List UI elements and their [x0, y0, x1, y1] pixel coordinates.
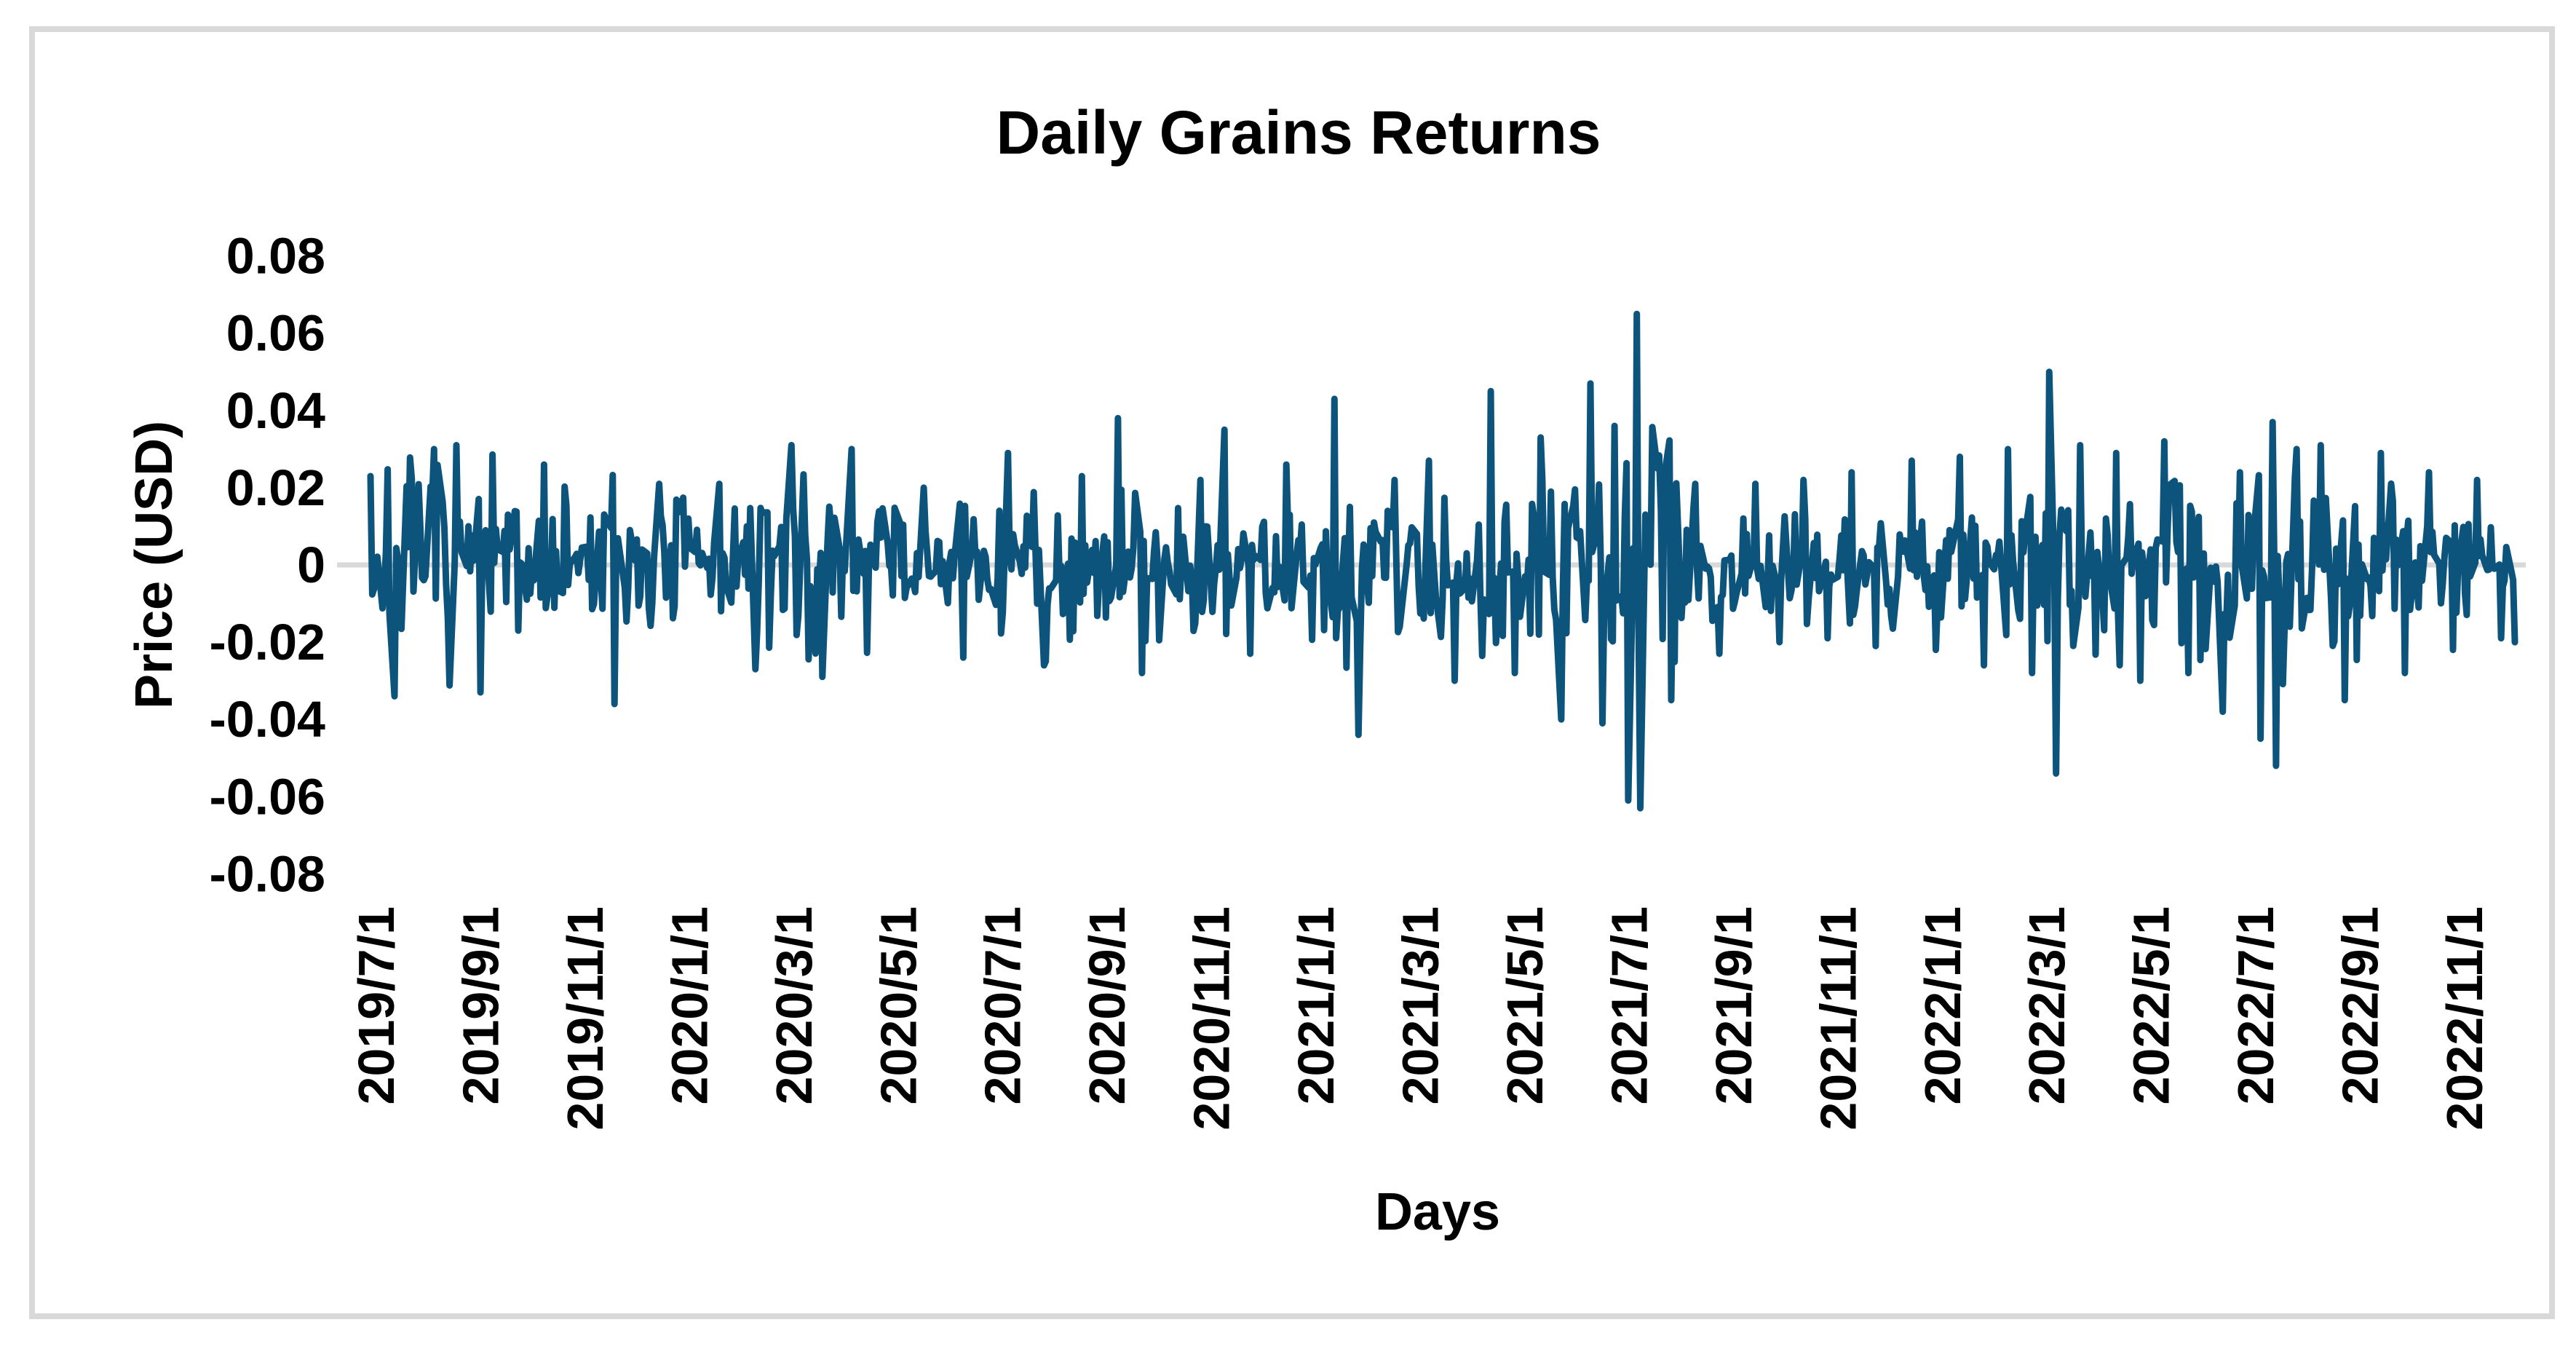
x-tick-label: 2019/9/1 — [453, 906, 510, 1104]
chart-title: Daily Grains Returns — [996, 98, 1601, 167]
x-tick-label: 2021/5/1 — [1497, 906, 1553, 1104]
chart-frame — [29, 26, 2555, 1319]
y-tick-label: -0.02 — [209, 614, 325, 670]
x-tick-label: 2022/3/1 — [2018, 906, 2075, 1104]
y-tick-label: -0.06 — [209, 768, 325, 825]
y-axis-ticks: 0.08 0.06 0.04 0.02 0 -0.02 -0.04 -0.06 -0.08 — [209, 228, 325, 903]
x-tick-label: 2019/7/1 — [348, 906, 405, 1104]
x-axis-title: Days — [1375, 1183, 1500, 1241]
x-axis-ticks: 2019/7/1 2019/9/1 2019/11/1 2020/1/1 2020/3/… — [348, 906, 2493, 1131]
x-tick-label: 2022/11/1 — [2436, 906, 2493, 1131]
y-axis-title: Price (USD) — [125, 421, 183, 709]
x-tick-label: 2020/7/1 — [975, 906, 1031, 1104]
returns-line-series — [367, 310, 2518, 812]
x-tick-label: 2022/5/1 — [2123, 906, 2180, 1104]
x-tick-label: 2021/1/1 — [1288, 906, 1344, 1104]
y-tick-label: -0.08 — [209, 845, 325, 902]
x-tick-label: 2021/11/1 — [1810, 906, 1866, 1131]
x-tick-label: 2022/1/1 — [1914, 906, 1971, 1104]
x-tick-label: 2021/9/1 — [1705, 906, 1762, 1104]
x-tick-label: 2021/7/1 — [1601, 906, 1657, 1104]
y-tick-label: 0.04 — [226, 382, 325, 439]
x-tick-label: 2020/9/1 — [1079, 906, 1136, 1104]
y-tick-label: -0.04 — [209, 691, 325, 748]
x-tick-label: 2020/11/1 — [1184, 906, 1240, 1131]
x-tick-label: 2020/3/1 — [766, 906, 823, 1104]
y-tick-label: 0.02 — [226, 459, 325, 516]
x-tick-label: 2021/3/1 — [1392, 906, 1449, 1104]
x-tick-label: 2020/5/1 — [870, 906, 927, 1104]
x-tick-label: 2020/1/1 — [661, 906, 718, 1104]
y-tick-label: 0.06 — [226, 305, 325, 362]
x-tick-label: 2022/7/1 — [2227, 906, 2284, 1104]
x-tick-label: 2022/9/1 — [2332, 906, 2389, 1104]
y-tick-label: 0.08 — [226, 228, 325, 285]
y-tick-label: 0 — [297, 537, 325, 593]
x-tick-label: 2019/11/1 — [557, 906, 614, 1131]
